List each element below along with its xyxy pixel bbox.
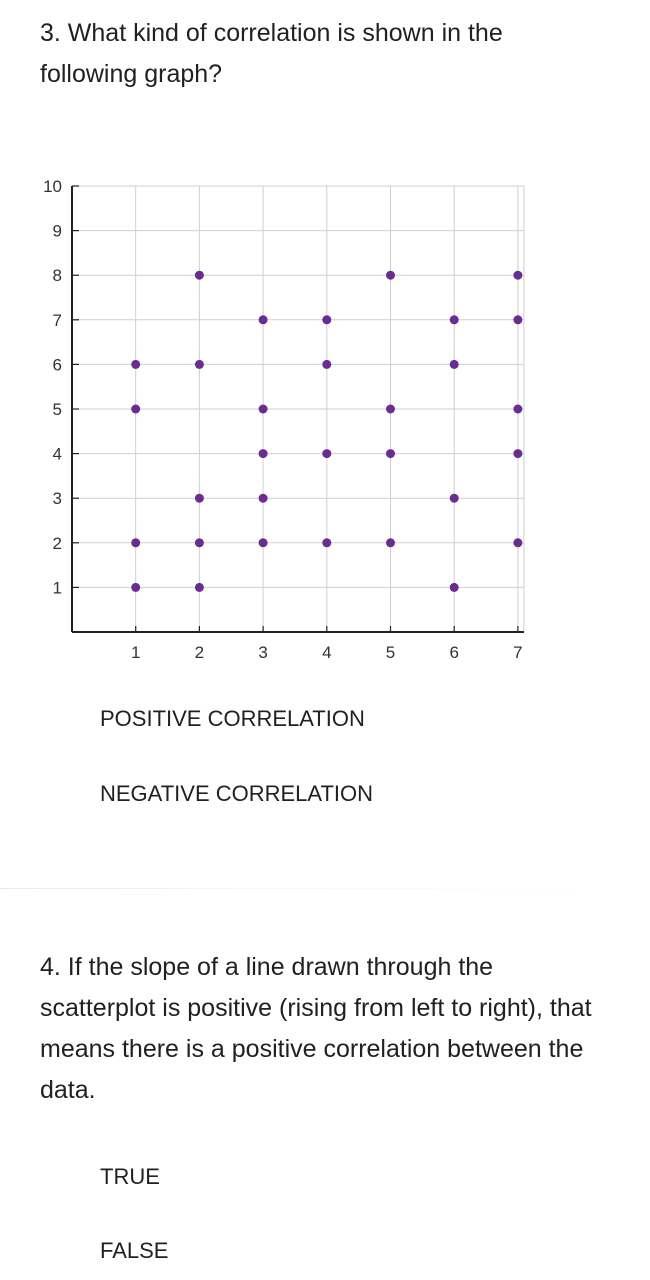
data-point — [194, 359, 204, 369]
data-point — [131, 582, 141, 592]
question-4-text: 4. If the slope of a line drawn through … — [40, 953, 592, 1104]
y-tick-label: 9 — [53, 222, 62, 241]
data-point — [513, 270, 523, 280]
chart-points — [131, 270, 523, 592]
data-point — [386, 449, 395, 459]
y-tick-label: 6 — [53, 355, 62, 374]
data-point — [194, 582, 204, 592]
x-tick-label: 6 — [449, 643, 458, 662]
x-tick-label: 5 — [386, 643, 395, 662]
data-point — [258, 449, 268, 459]
option-positive-correlation[interactable]: POSITIVE CORRELATION — [100, 706, 365, 731]
y-tick-label: 3 — [53, 489, 62, 508]
data-point — [322, 359, 332, 369]
y-tick-label: 5 — [53, 400, 62, 419]
x-tick-label: 7 — [513, 643, 522, 662]
data-point — [386, 538, 395, 548]
y-tick-label: 4 — [53, 445, 62, 464]
scatter-chart: 1 2 3 4 5 6 7 1 2 3 4 5 6 7 8 9 10 — [43, 177, 525, 662]
data-point — [322, 315, 332, 325]
data-point — [322, 538, 332, 548]
data-point — [386, 404, 395, 414]
data-point — [194, 493, 204, 503]
option-false[interactable]: FALSE — [100, 1238, 169, 1263]
section-divider — [0, 888, 650, 889]
x-tick-label: 1 — [131, 643, 140, 662]
data-point — [131, 359, 141, 369]
data-point — [258, 493, 268, 503]
chart-ticks: 1 2 3 4 5 6 7 1 2 3 4 5 6 7 8 9 10 — [43, 177, 523, 662]
data-point — [258, 538, 268, 548]
option-negative-correlation[interactable]: NEGATIVE CORRELATION — [100, 781, 374, 806]
data-point — [449, 493, 459, 503]
data-point — [194, 270, 204, 280]
y-tick-label: 7 — [53, 311, 62, 330]
y-tick-label: 1 — [53, 578, 62, 597]
data-point — [386, 270, 395, 280]
data-point — [449, 359, 459, 369]
data-point — [449, 315, 459, 325]
x-tick-label: 2 — [195, 643, 204, 662]
data-point — [513, 538, 523, 548]
y-tick-label: 2 — [53, 534, 62, 553]
data-point — [513, 449, 523, 459]
data-point — [258, 315, 268, 325]
data-point — [322, 449, 332, 459]
y-tick-label: 10 — [43, 177, 62, 196]
data-point — [131, 404, 141, 414]
data-point — [513, 315, 523, 325]
question-3-text: 3. What kind of correlation is shown in … — [40, 19, 503, 88]
data-point — [194, 538, 204, 548]
y-tick-label: 8 — [53, 266, 62, 285]
data-point — [449, 582, 459, 592]
data-point — [513, 404, 523, 414]
x-tick-label: 4 — [322, 643, 331, 662]
x-tick-label: 3 — [258, 643, 267, 662]
data-point — [131, 538, 141, 548]
data-point — [258, 404, 268, 414]
option-true[interactable]: TRUE — [100, 1164, 160, 1189]
